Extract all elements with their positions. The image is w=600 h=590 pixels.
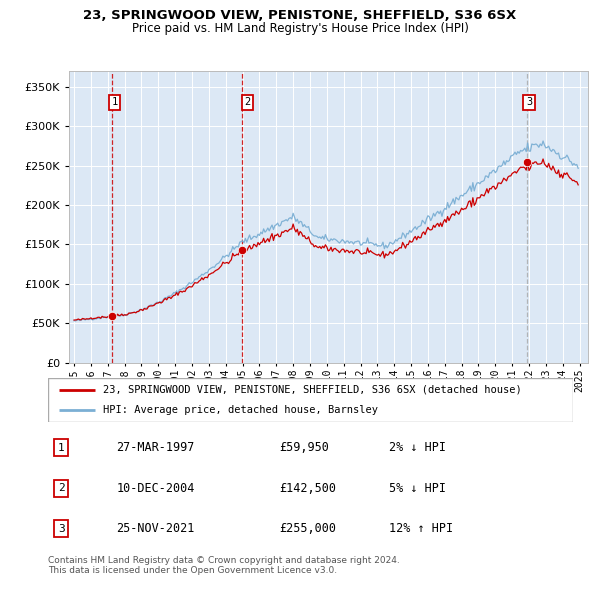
Text: 10-DEC-2004: 10-DEC-2004 — [116, 481, 194, 495]
Text: 12% ↑ HPI: 12% ↑ HPI — [389, 522, 454, 535]
Text: £59,950: £59,950 — [279, 441, 329, 454]
Text: 3: 3 — [58, 524, 65, 534]
Text: £255,000: £255,000 — [279, 522, 336, 535]
Text: 23, SPRINGWOOD VIEW, PENISTONE, SHEFFIELD, S36 6SX: 23, SPRINGWOOD VIEW, PENISTONE, SHEFFIEL… — [83, 9, 517, 22]
Text: 1: 1 — [112, 97, 118, 107]
Text: 1: 1 — [58, 442, 65, 453]
Text: 25-NOV-2021: 25-NOV-2021 — [116, 522, 194, 535]
Text: £142,500: £142,500 — [279, 481, 336, 495]
Text: 5% ↓ HPI: 5% ↓ HPI — [389, 481, 446, 495]
Text: 2% ↓ HPI: 2% ↓ HPI — [389, 441, 446, 454]
Text: This data is licensed under the Open Government Licence v3.0.: This data is licensed under the Open Gov… — [48, 566, 337, 575]
Text: 2: 2 — [244, 97, 251, 107]
Text: Price paid vs. HM Land Registry's House Price Index (HPI): Price paid vs. HM Land Registry's House … — [131, 22, 469, 35]
Text: 3: 3 — [526, 97, 532, 107]
Text: HPI: Average price, detached house, Barnsley: HPI: Average price, detached house, Barn… — [103, 405, 378, 415]
Text: 23, SPRINGWOOD VIEW, PENISTONE, SHEFFIELD, S36 6SX (detached house): 23, SPRINGWOOD VIEW, PENISTONE, SHEFFIEL… — [103, 385, 522, 395]
Text: 2: 2 — [58, 483, 65, 493]
Text: 27-MAR-1997: 27-MAR-1997 — [116, 441, 194, 454]
Text: Contains HM Land Registry data © Crown copyright and database right 2024.: Contains HM Land Registry data © Crown c… — [48, 556, 400, 565]
